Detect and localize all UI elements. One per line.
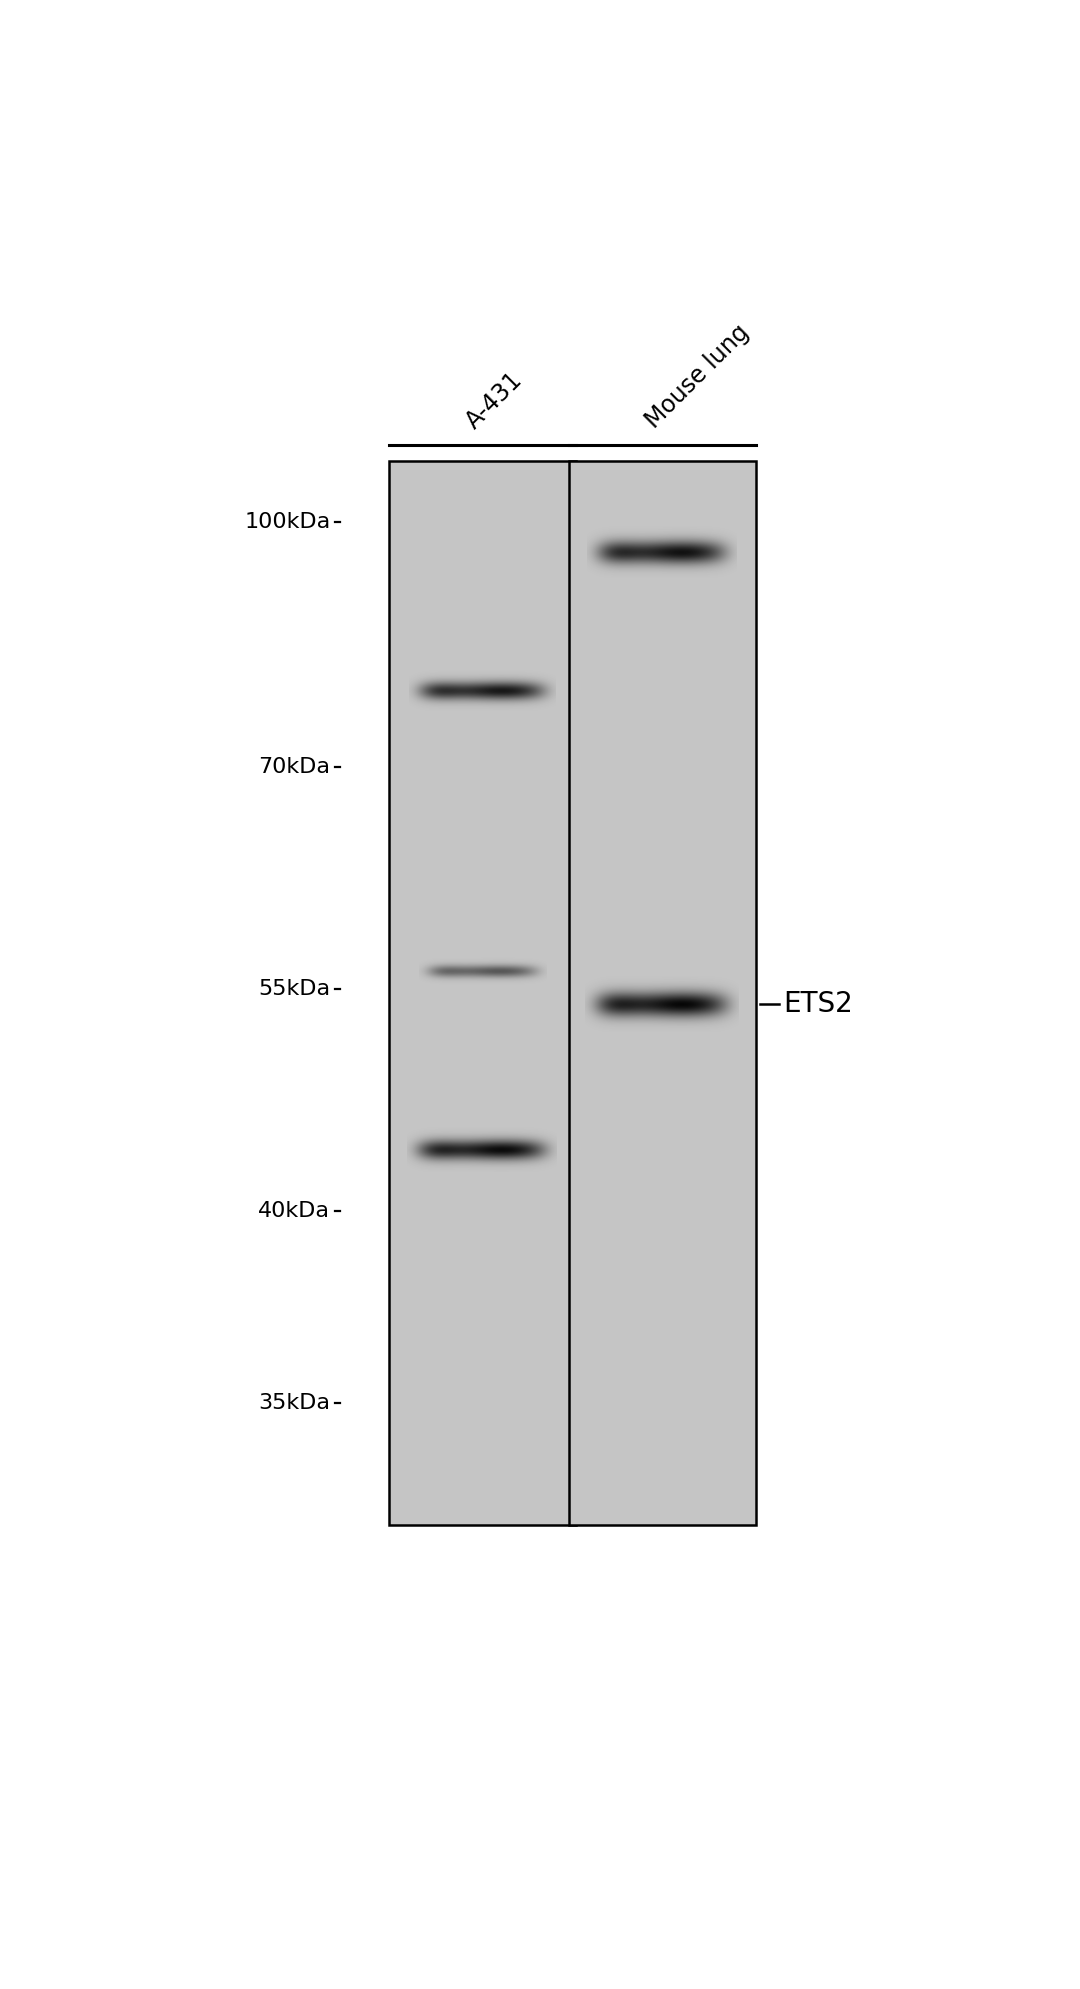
Bar (568, 461, 756, 1526)
Text: 55kDa: 55kDa (258, 979, 330, 998)
Text: 35kDa: 35kDa (258, 1392, 330, 1412)
Text: Mouse lung: Mouse lung (642, 320, 754, 434)
Text: 40kDa: 40kDa (258, 1201, 330, 1221)
Text: ETS2: ETS2 (783, 991, 852, 1018)
Text: 100kDa: 100kDa (244, 511, 330, 531)
Text: 70kDa: 70kDa (258, 758, 330, 778)
Text: A-431: A-431 (461, 368, 527, 434)
Bar (389, 461, 576, 1526)
